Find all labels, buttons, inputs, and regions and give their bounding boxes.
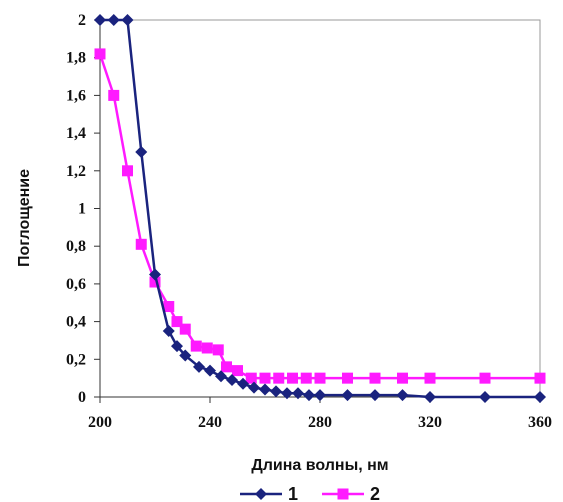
- y-axis-title: Поглощение: [16, 169, 33, 267]
- series-1-point: [215, 370, 227, 383]
- y-tick-label: 1,8: [66, 50, 86, 67]
- series-1-point: [396, 389, 409, 402]
- y-tick-label: 0: [78, 389, 86, 406]
- series-2-point: [259, 372, 271, 384]
- series-1-point: [149, 268, 161, 281]
- x-axis-title: Длина волны, нм: [251, 457, 388, 474]
- series-2-point: [171, 316, 183, 328]
- series-1-point: [303, 389, 315, 402]
- series-2-point: [314, 372, 326, 384]
- legend-label-1: 1: [288, 484, 298, 502]
- series-2-point: [534, 372, 546, 384]
- legend-marker-2: [337, 488, 349, 500]
- legend-label-2: 2: [370, 484, 380, 502]
- series-2-point: [479, 372, 491, 384]
- series-2-point: [163, 301, 175, 313]
- series-1-point: [270, 385, 282, 398]
- y-tick-label: 0,6: [66, 276, 86, 293]
- series-2-point: [212, 344, 224, 356]
- y-tick-label: 0,8: [66, 238, 86, 255]
- series-1-point: [94, 14, 106, 26]
- series-2: [94, 48, 546, 384]
- series-2-point: [232, 365, 243, 377]
- series-2-point: [94, 48, 106, 60]
- series-1-point: [171, 340, 183, 353]
- series-1-point: [248, 381, 260, 394]
- series-1-point: [135, 145, 148, 158]
- series-2-point: [179, 323, 191, 335]
- series-2-point: [369, 372, 381, 384]
- series-1-point: [341, 389, 354, 402]
- series-2-point: [149, 276, 161, 288]
- series-1-point: [424, 391, 436, 403]
- series-1-point: [281, 387, 293, 400]
- series-1-point: [237, 377, 249, 390]
- x-tick-label: 200: [88, 414, 112, 431]
- series-2-point: [342, 372, 353, 384]
- series-1: [94, 14, 546, 403]
- y-tick-label: 2: [78, 12, 86, 29]
- x-axis: 200 240 280 320 360: [88, 396, 552, 431]
- y-tick-label: 1,6: [66, 87, 86, 104]
- series-2-point: [273, 372, 285, 384]
- series-2-point: [424, 372, 436, 384]
- series-1-point: [479, 391, 491, 403]
- series-1-point: [292, 387, 304, 400]
- series-1-point: [121, 14, 134, 26]
- series-1-point: [314, 389, 326, 402]
- x-tick-label: 360: [528, 414, 552, 431]
- series-2-point: [221, 361, 232, 373]
- series-1-point: [162, 325, 175, 338]
- y-tick-label: 1,2: [66, 163, 86, 180]
- y-tick-label: 1: [78, 201, 86, 218]
- y-axis: 0 0,2 0,4 0,6 0,8 1 1,2 1,4 1,6 1,8 2: [66, 12, 101, 406]
- x-tick-label: 240: [198, 414, 222, 431]
- series-1-point: [179, 349, 192, 362]
- y-tick-label: 0,2: [66, 351, 86, 368]
- series-2-point: [287, 372, 298, 384]
- series-2-point: [300, 372, 312, 384]
- series-1-point: [369, 389, 381, 402]
- legend-marker-1: [255, 488, 267, 500]
- y-tick-label: 1,4: [66, 125, 86, 142]
- series-1-point: [259, 383, 271, 396]
- series-2-point: [135, 238, 147, 250]
- series-2-point: [190, 340, 202, 352]
- series-2-point: [108, 89, 120, 101]
- series-1-point: [204, 364, 216, 377]
- series-2-point: [122, 165, 133, 177]
- series-1-point: [534, 391, 546, 403]
- plot-area: [99, 19, 541, 398]
- series-1-point: [226, 374, 238, 387]
- series-1-point: [107, 14, 120, 26]
- y-tick-label: 0,4: [66, 314, 86, 331]
- series-layer: [94, 14, 546, 403]
- x-tick-label: 320: [418, 414, 442, 431]
- series-2-point: [201, 342, 213, 354]
- series-2-point: [245, 372, 257, 384]
- x-tick-label: 280: [308, 414, 332, 431]
- series-1-point: [193, 360, 205, 373]
- series-2-point: [397, 372, 408, 384]
